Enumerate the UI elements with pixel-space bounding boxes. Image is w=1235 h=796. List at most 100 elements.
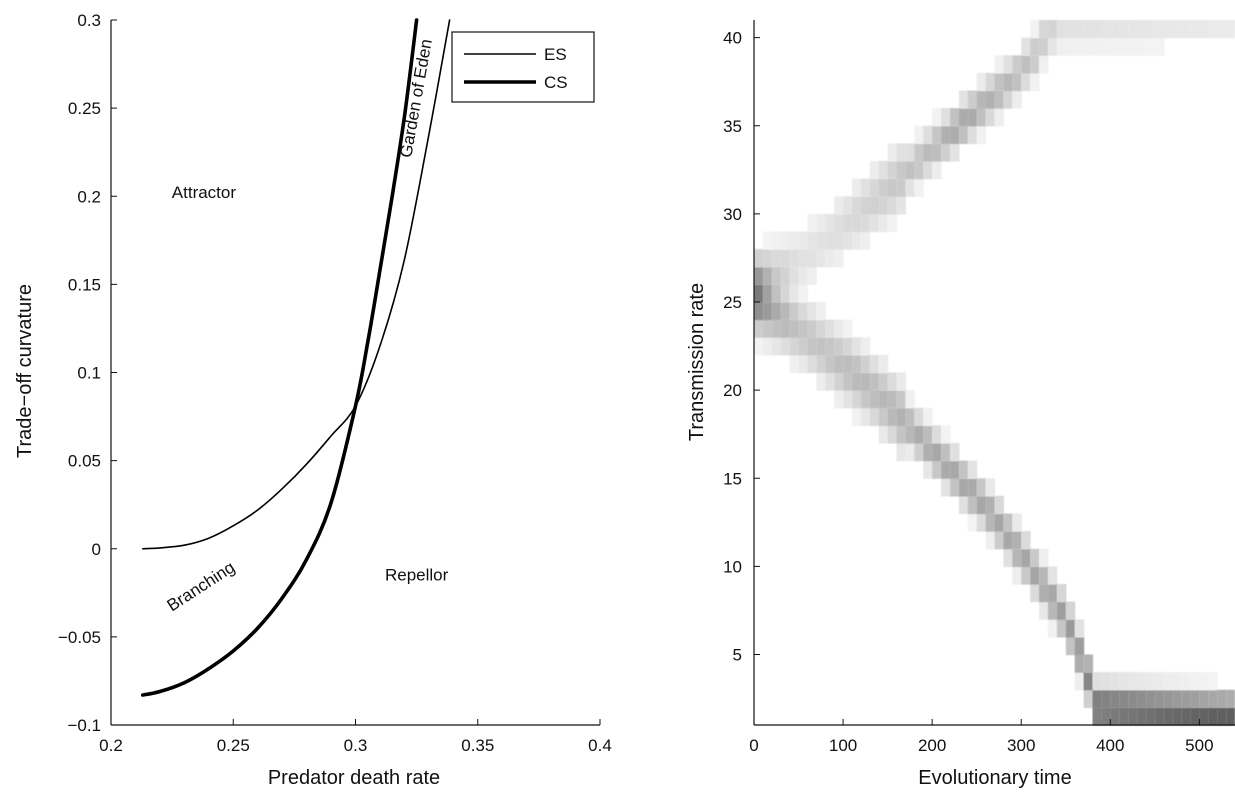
heatmap-cell xyxy=(887,407,898,426)
heatmap-cell xyxy=(985,90,996,109)
heatmap-cell xyxy=(976,513,987,532)
heatmap-cell xyxy=(852,337,862,356)
heatmap-cell xyxy=(1003,55,1013,74)
heatmap-cell xyxy=(1065,636,1076,656)
heatmap-cell xyxy=(1119,37,1129,56)
left-y-axis-label: Trade−off curvature xyxy=(14,284,36,458)
heatmap-cell xyxy=(1092,689,1102,708)
legend-label-es: ES xyxy=(544,45,567,64)
heatmap-cell xyxy=(878,354,889,374)
heatmap-cell xyxy=(1039,566,1049,585)
heatmap-cell xyxy=(1154,37,1165,56)
heatmap-cell xyxy=(941,143,951,162)
heatmap-cell xyxy=(860,372,871,391)
heatmap-cell xyxy=(1074,636,1085,656)
heatmap-cell xyxy=(816,213,826,233)
left-y-tick-label: 0.2 xyxy=(77,187,101,206)
heatmap-cell xyxy=(869,390,880,409)
heatmap-cell xyxy=(789,284,800,303)
heatmap-cell xyxy=(807,231,817,250)
heatmap-cell xyxy=(905,407,915,426)
right-x-tick-label: 200 xyxy=(918,736,946,755)
series-es-line xyxy=(142,19,451,550)
heatmap-cell xyxy=(843,372,853,391)
heatmap-cell xyxy=(887,390,898,409)
left-chart: 0.2 0.25 0.3 0.35 0.4 −0.1 −0.05 0 0.05 0.1 0.15 0.… xyxy=(14,11,612,789)
heatmap-cell xyxy=(869,161,880,180)
right-x-axis-label: Evolutionary time xyxy=(918,767,1071,789)
heatmap-cell xyxy=(1172,707,1183,726)
heatmap-cell xyxy=(798,266,808,285)
left-y-tick-label: 0.3 xyxy=(77,11,101,30)
heatmap-cell xyxy=(1003,513,1013,532)
heatmap-cell xyxy=(798,319,808,338)
heatmap-cell xyxy=(834,354,844,374)
heatmap-cell xyxy=(1021,72,1031,92)
heatmap-cell xyxy=(798,284,808,303)
heatmap-cell xyxy=(878,196,889,215)
heatmap-cell xyxy=(1145,20,1156,39)
heatmap-cell xyxy=(1163,672,1174,691)
right-y-tick-label: 5 xyxy=(733,646,742,665)
heatmap-cell xyxy=(1065,37,1076,56)
heatmap-cell xyxy=(1021,37,1031,56)
heatmap-cell xyxy=(825,337,835,356)
heatmap-cell xyxy=(914,443,924,462)
heatmap-cell xyxy=(780,249,791,268)
heatmap-cell xyxy=(860,337,871,356)
heatmap-cell xyxy=(807,302,817,321)
heatmap-cell xyxy=(1047,20,1058,39)
heatmap-cell xyxy=(1092,707,1102,726)
heatmap-cell xyxy=(869,372,880,391)
heatmap-cell xyxy=(789,249,800,268)
legend: ES CS xyxy=(451,31,595,103)
heatmap-cell xyxy=(771,231,782,250)
heatmap-cell xyxy=(1012,55,1022,74)
heatmap-cell xyxy=(754,249,764,268)
heatmap-cell xyxy=(834,213,844,233)
heatmap-cell xyxy=(1145,672,1156,691)
heatmap-cell xyxy=(789,319,800,338)
heatmap-cell xyxy=(1190,707,1200,726)
heatmap-cell xyxy=(1083,37,1094,56)
heatmap-cell xyxy=(1030,55,1040,74)
heatmap-cell xyxy=(1101,20,1111,39)
heatmap-cell xyxy=(1030,72,1040,92)
heatmap-cell xyxy=(762,319,773,338)
heatmap-cell xyxy=(1226,20,1235,39)
heatmap-cell xyxy=(1128,689,1138,708)
heatmap-cell xyxy=(1047,566,1058,585)
heatmap-cell xyxy=(985,72,996,92)
heatmap-cell xyxy=(860,354,871,374)
heatmap-cell xyxy=(860,390,871,409)
heatmap-cell xyxy=(1163,689,1174,708)
heatmap-cell xyxy=(1030,37,1040,56)
heatmap-cell xyxy=(950,443,960,462)
heatmap-cell xyxy=(878,161,889,180)
heatmap-cell xyxy=(941,478,951,497)
heatmap-cell xyxy=(1021,548,1031,567)
heatmap-cell xyxy=(1030,20,1040,39)
right-y-tick-label: 25 xyxy=(723,293,742,312)
heatmap-cell xyxy=(887,213,898,233)
left-region-labels: Attractor Branching Repellor Garden of Eden xyxy=(164,38,449,616)
heatmap-cell xyxy=(923,425,933,444)
heatmap-cell xyxy=(1074,672,1085,691)
heatmap-cell xyxy=(1137,37,1147,56)
heatmap-cell xyxy=(1030,548,1040,567)
heatmap-cell xyxy=(1154,20,1165,39)
left-y-tick-label: 0.1 xyxy=(77,364,101,383)
left-x-tick-label: 0.25 xyxy=(217,736,250,755)
heatmap-cell xyxy=(1154,689,1165,708)
right-y-tick-label: 30 xyxy=(723,205,742,224)
heatmap-cell xyxy=(834,249,844,268)
heatmap-cell xyxy=(1074,37,1085,56)
heatmap-cell xyxy=(780,266,791,285)
heatmap-cell xyxy=(1137,707,1147,726)
left-y-tick-label: 0.25 xyxy=(68,99,101,118)
heatmap-cell xyxy=(1163,20,1174,39)
heatmap-cell xyxy=(1181,672,1192,691)
heatmap-cell xyxy=(1003,90,1013,109)
right-tick-marks: 0 100 200 300 400 500 5 10 15 20 25 30 35 40 xyxy=(723,20,1235,755)
heatmap-cell xyxy=(1092,672,1102,691)
